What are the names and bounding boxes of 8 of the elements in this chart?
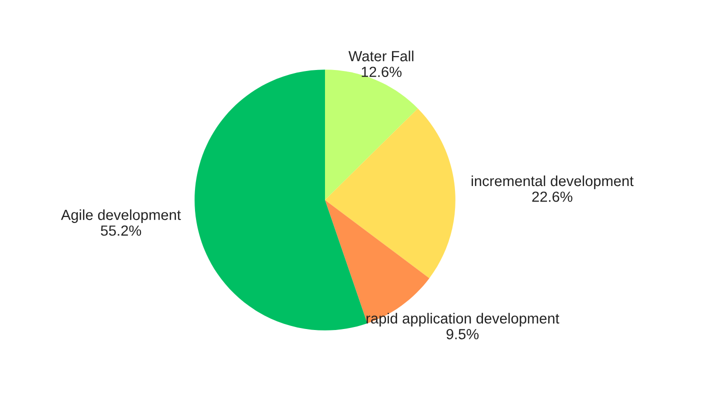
slice-label: Agile development (60, 209, 181, 223)
data-label: 12.6% (362, 66, 402, 78)
pie-slice (325, 108, 456, 278)
slice-label: Water Fall (348, 50, 414, 62)
data-label: 9.5% (446, 328, 479, 340)
slice-label: incremental development (472, 175, 634, 190)
data-label: 22.6% (532, 192, 572, 202)
data-label: 55.2% (100, 225, 142, 236)
